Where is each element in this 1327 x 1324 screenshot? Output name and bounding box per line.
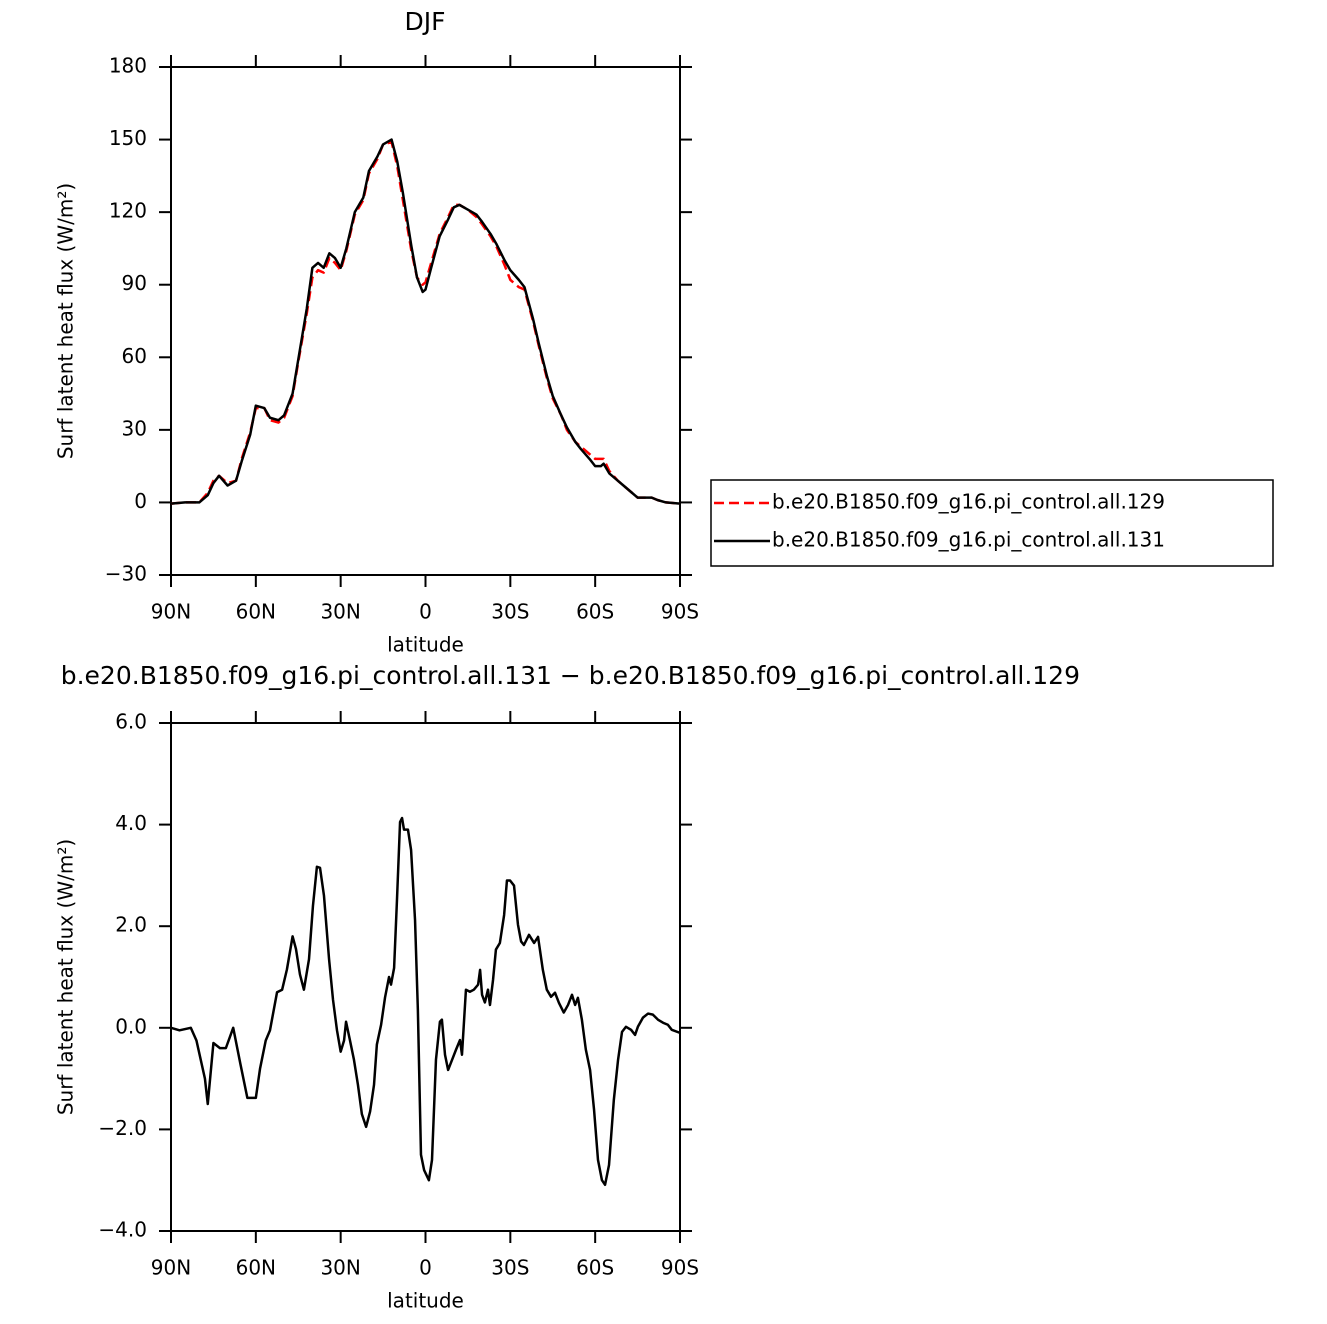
- x-tick-label: 0: [419, 1256, 432, 1280]
- y-tick-label: 2.0: [115, 913, 147, 937]
- x-tick-label: 30S: [491, 600, 529, 624]
- y-tick-label: 6.0: [115, 710, 147, 734]
- y-tick-label: 150: [109, 126, 147, 150]
- y-tick-label: 60: [122, 344, 147, 368]
- x-tick-label: 60N: [236, 600, 276, 624]
- y-axis-label: Surf latent heat flux (W/m²): [54, 183, 78, 459]
- y-tick-label: −30: [105, 562, 147, 586]
- y-tick-label: −4.0: [98, 1218, 147, 1242]
- chart-title: DJF: [404, 7, 445, 36]
- x-tick-label: 60N: [236, 1256, 276, 1280]
- y-tick-label: 4.0: [115, 811, 147, 835]
- y-tick-label: 0.0: [115, 1014, 147, 1038]
- x-tick-label: 90N: [151, 1256, 191, 1280]
- panel: −30 0 30 60 90 120 150 180 90N 60N 30N 0 30S 60S 90S la…: [54, 7, 1274, 657]
- panel: −4.0 −2.0 0.0 2.0 4.0 6.0 90N 60N 30N 0 30S 60S 90S l…: [54, 661, 1081, 1313]
- x-tick-label: 60S: [576, 600, 614, 624]
- x-tick-label: 30S: [491, 1256, 529, 1280]
- y-axis-label: Surf latent heat flux (W/m²): [54, 839, 78, 1115]
- data-line: [170, 816, 681, 1187]
- data-line: [170, 140, 681, 505]
- legend-box: [710, 479, 1274, 567]
- x-tick-label: 90N: [151, 600, 191, 624]
- x-tick-label: 30N: [320, 600, 360, 624]
- y-tick-label: 90: [122, 271, 147, 295]
- x-axis-label: latitude: [387, 1289, 464, 1313]
- x-tick-label: 0: [419, 600, 432, 624]
- y-tick-label: 30: [122, 416, 147, 440]
- plot-frame: [170, 722, 681, 1232]
- x-axis-label: latitude: [387, 633, 464, 657]
- legend-label: b.e20.B1850.f09_g16.pi_control.all.129: [772, 490, 1165, 514]
- chart-title: b.e20.B1850.f09_g16.pi_control.all.131 −…: [61, 661, 1080, 690]
- legend-label: b.e20.B1850.f09_g16.pi_control.all.131: [772, 528, 1165, 552]
- x-tick-label: 30N: [320, 1256, 360, 1280]
- y-tick-label: −2.0: [98, 1116, 147, 1140]
- legend: b.e20.B1850.f09_g16.pi_control.all.129 b.…: [710, 479, 1274, 567]
- data-line: [170, 138, 681, 505]
- plot-frame: [170, 66, 681, 576]
- y-tick-label: 120: [109, 199, 147, 223]
- y-tick-label: 180: [109, 54, 147, 78]
- x-tick-label: 60S: [576, 1256, 614, 1280]
- x-tick-label: 90S: [661, 1256, 699, 1280]
- y-tick-label: 0: [134, 489, 147, 513]
- x-tick-label: 90S: [661, 600, 699, 624]
